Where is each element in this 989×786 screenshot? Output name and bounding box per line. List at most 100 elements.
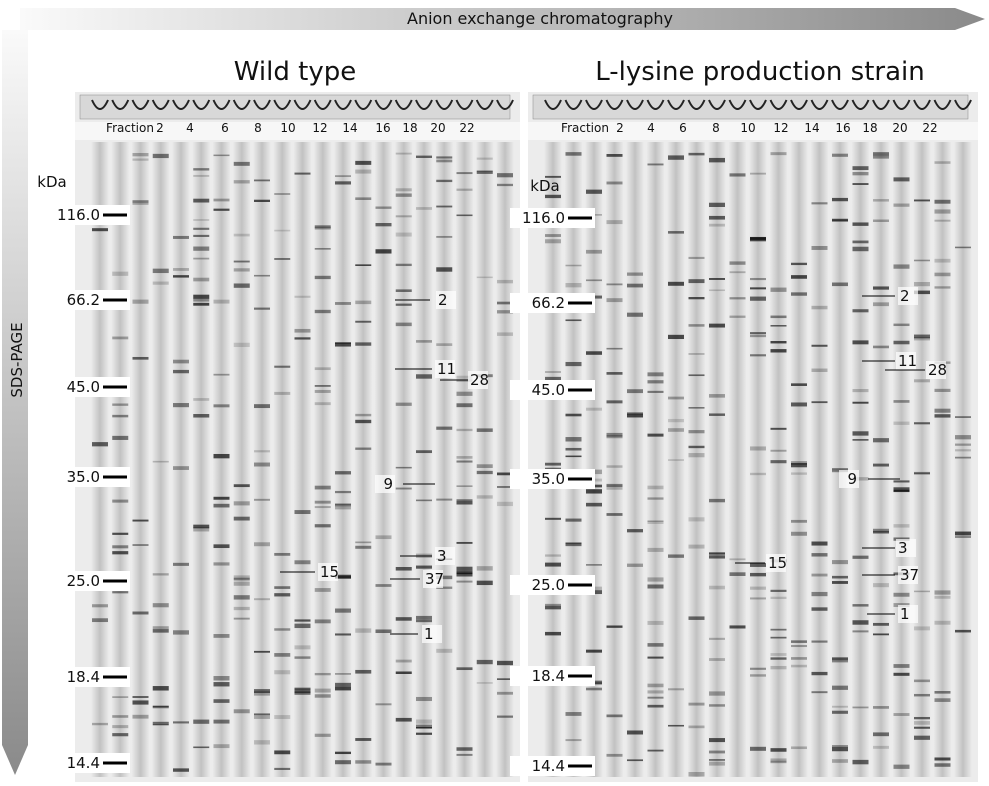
gel-band bbox=[934, 590, 951, 595]
gel-band bbox=[832, 197, 848, 202]
label-backdrop bbox=[45, 290, 130, 310]
gel-band bbox=[193, 277, 210, 282]
gel-band bbox=[873, 199, 889, 202]
gel-band bbox=[914, 693, 930, 697]
gel-band bbox=[416, 615, 432, 620]
label-backdrop bbox=[468, 371, 488, 389]
gel-band bbox=[606, 347, 623, 350]
gel-band bbox=[152, 629, 169, 633]
label-backdrop bbox=[375, 475, 395, 493]
gel-band bbox=[213, 544, 230, 549]
gel-band bbox=[233, 268, 250, 272]
gel-band bbox=[213, 699, 230, 703]
gel-band bbox=[955, 435, 971, 440]
gel-band bbox=[112, 733, 129, 737]
gel-band bbox=[893, 664, 910, 668]
gel-band bbox=[750, 572, 766, 577]
gel-band bbox=[729, 558, 746, 561]
gel-band bbox=[647, 485, 664, 490]
gel-band bbox=[254, 307, 270, 310]
gel-band bbox=[193, 527, 210, 532]
gel-band bbox=[934, 691, 951, 694]
well-mark bbox=[851, 99, 870, 110]
gel-band bbox=[791, 275, 807, 279]
gel-band bbox=[565, 447, 582, 451]
gel-band bbox=[668, 724, 684, 727]
gel-band bbox=[709, 278, 725, 280]
gel-band bbox=[647, 520, 664, 523]
gel-band bbox=[294, 619, 311, 622]
gel-band bbox=[832, 575, 848, 579]
gel-band bbox=[233, 709, 250, 714]
gel-band bbox=[456, 379, 473, 382]
fraction-number: 18 bbox=[862, 121, 877, 135]
mw-marker-label: 35.0 bbox=[532, 470, 565, 488]
gel-band bbox=[497, 301, 513, 305]
gel-band bbox=[770, 636, 787, 639]
gel-band bbox=[832, 685, 848, 690]
gel-band bbox=[545, 239, 561, 244]
fraction-number: 8 bbox=[712, 121, 720, 135]
label-backdrop bbox=[839, 470, 859, 488]
gel-band bbox=[193, 234, 210, 237]
spot-label: 2 bbox=[438, 291, 448, 309]
gel-band bbox=[355, 413, 372, 417]
gel-band bbox=[914, 199, 930, 202]
gel-band bbox=[416, 696, 432, 702]
gel-band bbox=[254, 462, 270, 467]
gel-band bbox=[395, 188, 412, 192]
gel-band bbox=[647, 643, 664, 647]
gel-band bbox=[606, 298, 623, 303]
gel-lane bbox=[831, 142, 849, 777]
gel-band bbox=[294, 645, 311, 650]
gel-band bbox=[314, 389, 331, 393]
well-mark bbox=[605, 99, 624, 110]
gel-band bbox=[914, 471, 930, 474]
gel-band bbox=[314, 619, 331, 624]
fraction-label: Fraction bbox=[561, 121, 609, 135]
gel-band bbox=[254, 714, 270, 719]
label-backdrop bbox=[45, 205, 130, 225]
gel-band bbox=[893, 524, 910, 528]
gel-band bbox=[173, 275, 189, 278]
gel-band bbox=[955, 456, 971, 459]
gel-band bbox=[395, 289, 412, 292]
gel-band bbox=[688, 256, 705, 259]
gel-band bbox=[112, 403, 129, 406]
fraction-number: 2 bbox=[616, 121, 624, 135]
gel-band bbox=[934, 199, 951, 204]
gel-band bbox=[152, 281, 169, 285]
gel-band bbox=[335, 608, 351, 613]
label-backdrop bbox=[45, 667, 130, 687]
gel-lane bbox=[687, 142, 706, 777]
gel-band bbox=[688, 453, 705, 458]
gel-band bbox=[873, 152, 889, 156]
gel-band bbox=[233, 581, 250, 586]
gel-lane bbox=[646, 142, 665, 777]
gel-band bbox=[416, 207, 432, 210]
gel-band bbox=[213, 154, 230, 157]
label-backdrop bbox=[510, 293, 595, 313]
gel-band bbox=[914, 472, 930, 475]
gel-band bbox=[873, 302, 889, 307]
gel-band bbox=[647, 547, 664, 552]
label-backdrop bbox=[898, 605, 918, 623]
gel-band bbox=[233, 260, 250, 263]
side-arrow-label: SDS-PAGE bbox=[8, 322, 26, 397]
gel-band bbox=[545, 554, 561, 557]
gel-band bbox=[545, 376, 561, 381]
gel-band bbox=[456, 500, 473, 505]
gel-band bbox=[233, 617, 250, 620]
gel-band bbox=[233, 577, 250, 581]
gel-band bbox=[233, 484, 250, 488]
gel-band bbox=[476, 566, 493, 571]
gel-band bbox=[791, 402, 807, 407]
gel-band bbox=[647, 584, 664, 589]
gel-band bbox=[395, 215, 412, 218]
gel-band bbox=[132, 611, 149, 615]
gel-band bbox=[213, 404, 230, 408]
gel-band bbox=[395, 303, 412, 306]
gel-band bbox=[627, 283, 643, 288]
gel-band bbox=[709, 555, 725, 559]
gel-band bbox=[233, 595, 250, 600]
